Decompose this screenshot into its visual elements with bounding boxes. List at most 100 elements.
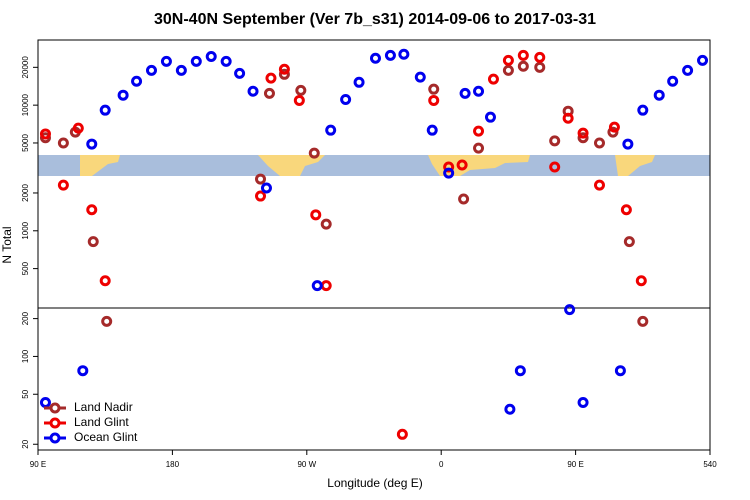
point (697, 54, 709, 66)
point (608, 121, 620, 133)
point (205, 50, 217, 62)
point (623, 236, 635, 248)
point (39, 132, 51, 144)
point (667, 75, 679, 87)
point (320, 280, 332, 292)
point (86, 204, 98, 216)
point (39, 396, 51, 408)
point (396, 428, 408, 440)
point (458, 193, 470, 205)
legend-label: Land Glint (74, 415, 129, 429)
point (293, 94, 305, 106)
x-tick-label: 90 W (297, 460, 316, 469)
point (131, 75, 143, 87)
point (255, 173, 267, 185)
point (260, 182, 272, 194)
y-tick-label: 20000 (21, 56, 30, 79)
y-tick-label: 100 (21, 349, 30, 363)
y-tick-label: 500 (21, 261, 30, 275)
point (320, 218, 332, 230)
point (502, 64, 514, 76)
legend-marker (49, 417, 61, 429)
point (190, 55, 202, 67)
point (325, 124, 337, 136)
point (577, 396, 589, 408)
point (101, 315, 113, 327)
point (593, 179, 605, 191)
point (117, 89, 129, 101)
legend-label: Land Nadir (74, 400, 133, 414)
point (340, 93, 352, 105)
y-tick-label: 10000 (21, 93, 30, 116)
point (255, 190, 267, 202)
point (443, 161, 455, 173)
point (175, 64, 187, 76)
point (428, 94, 440, 106)
point (549, 161, 561, 173)
point (426, 124, 438, 136)
point (99, 275, 111, 287)
point (414, 71, 426, 83)
legend-marker (49, 402, 61, 414)
point (295, 84, 307, 96)
point (637, 315, 649, 327)
point (593, 137, 605, 149)
y-tick-label: 50 (21, 389, 30, 398)
point (473, 85, 485, 97)
point (369, 52, 381, 64)
point (99, 104, 111, 116)
point (77, 365, 89, 377)
point (614, 365, 626, 377)
legend-label: Ocean Glint (74, 430, 138, 444)
x-tick-label: 180 (166, 460, 180, 469)
point (502, 54, 514, 66)
point (443, 167, 455, 179)
point (534, 61, 546, 73)
point (353, 76, 365, 88)
point (456, 159, 468, 171)
point (620, 204, 632, 216)
point (263, 87, 275, 99)
point (487, 73, 499, 85)
point (234, 67, 246, 79)
point (72, 122, 84, 134)
point (57, 179, 69, 191)
point (247, 85, 259, 97)
point (145, 64, 157, 76)
x-tick-label: 540 (703, 460, 717, 469)
y-axis-label: N Total (0, 226, 14, 263)
point (57, 137, 69, 149)
point (310, 209, 322, 221)
y-tick-label: 20 (21, 439, 30, 448)
point (86, 138, 98, 150)
point (517, 60, 529, 72)
point (459, 87, 471, 99)
point (549, 135, 561, 147)
point (278, 68, 290, 80)
chart-title: 30N-40N September (Ver 7b_s31) 2014-09-0… (154, 11, 596, 28)
y-tick-label: 5000 (21, 134, 30, 152)
point (278, 63, 290, 75)
legend-marker (49, 432, 61, 444)
point (562, 112, 574, 124)
point (160, 55, 172, 67)
point (87, 236, 99, 248)
point (484, 111, 496, 123)
y-tick-label: 1000 (21, 221, 30, 239)
map-band (38, 155, 710, 176)
point (398, 48, 410, 60)
point (39, 128, 51, 140)
point (637, 104, 649, 116)
point (473, 125, 485, 137)
point (635, 275, 647, 287)
point (517, 49, 529, 61)
point (564, 304, 576, 316)
point (577, 132, 589, 144)
x-axis-label: Longitude (deg E) (327, 476, 422, 490)
point (534, 51, 546, 63)
point (682, 64, 694, 76)
point (265, 72, 277, 84)
plot-frame (37, 39, 711, 451)
point (308, 147, 320, 159)
